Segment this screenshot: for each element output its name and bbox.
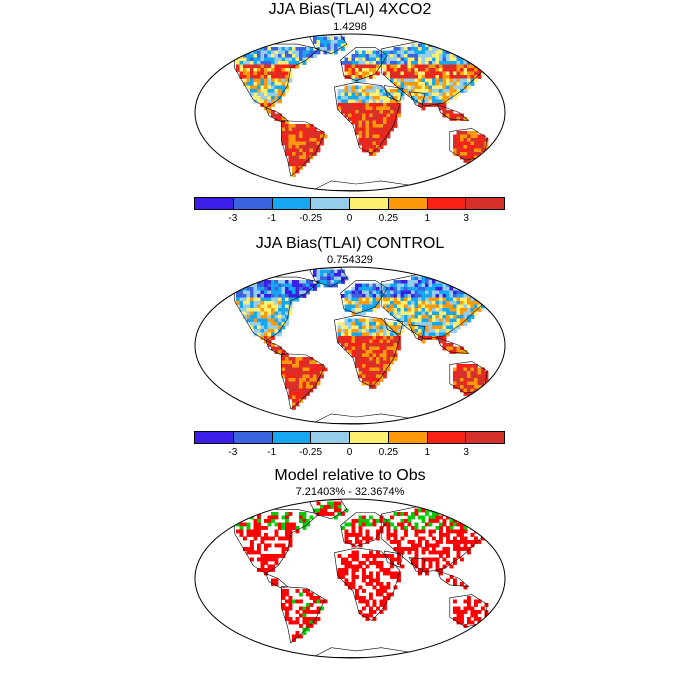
colorbar-box [427,198,467,209]
coastline-india [408,91,426,109]
colorbar-box [233,432,273,443]
map-cells [234,34,498,191]
colorbar-label: -3 [228,213,238,224]
coastline-central-america [265,340,289,356]
coastline-se-asia [436,336,470,354]
coastline-south-america [281,120,326,177]
coastline-antarctica [312,647,414,658]
colorbar-label: 3 [463,213,469,224]
colorbar-label: 0 [346,213,353,224]
coastline-india [408,324,426,342]
coastline-se-asia [436,569,470,587]
coastline-south-america [281,586,326,644]
coastline-greenland [308,34,348,55]
coastline-north-america [234,276,320,342]
coastline-north-america [234,509,320,575]
coastline-arabia [383,318,404,335]
colorbar-box [311,198,350,209]
colorbar-box [388,198,428,209]
colorbar-box [427,432,467,443]
panel1-subtitle: 1.4298 [333,21,367,33]
colorbar-label: 0 [346,447,353,458]
coastline-central-america [265,573,289,589]
map-relative [194,498,506,659]
colorbar-1 [194,197,505,210]
colorbar-box [350,198,389,209]
colorbar-label: -1 [267,447,277,458]
colorbar-label: 1 [424,447,431,458]
panel2-subtitle: 0.754329 [327,254,373,266]
panel3-title: Model relative to Obs [274,467,426,484]
colorbar-box [311,432,350,443]
coastline-antarctica [312,413,414,424]
coastline-india [408,557,426,575]
colorbar-box [466,198,504,209]
map-frame [194,33,506,192]
panel3-subtitle: 7.21403% - 32.3674% [295,486,405,498]
colorbar-label: 0.25 [378,213,399,224]
colorbar-label: 3 [463,447,469,458]
coastline-antarctica [312,180,414,191]
colorbar-box [272,198,312,209]
colorbar-label: -3 [228,447,238,458]
coastline-arabia [383,85,404,102]
panel1-title: JJA Bias(TLAI) 4XCO2 [268,1,432,18]
coastline-africa [334,81,401,155]
colorbar-1-labels: -3 -1 -0.25 0 0.25 1 3 [194,213,505,227]
colorbar-box [272,432,312,443]
panel2-title: JJA Bias(TLAI) CONTROL [255,235,445,252]
colorbar-box [233,198,273,209]
map-frame [194,266,506,425]
colorbar-box [195,432,234,443]
coastline-africa [334,547,401,621]
colorbar-label: -0.25 [299,447,323,458]
colorbar-box [350,432,389,443]
coastline-south-america [281,353,326,410]
colorbar-label: -1 [267,213,277,224]
colorbar-2-labels: -3 -1 -0.25 0 0.25 1 3 [194,447,505,461]
map-cells [234,267,498,424]
colorbar-box [388,432,428,443]
colorbar-2 [194,431,505,444]
colorbar-box [466,432,504,443]
coastline-north-america [234,43,320,109]
colorbar-label: -0.25 [299,213,323,224]
coastline-se-asia [436,103,470,121]
map-4xco2 [194,33,506,192]
coastline-africa [334,314,401,388]
colorbar-label: 0.25 [378,447,399,458]
coastline-greenland [308,267,348,288]
colorbar-box [195,198,234,209]
coastline-arabia [383,550,404,568]
coastline-greenland [308,499,348,520]
colorbar-label: 1 [424,213,431,224]
coastline-central-america [265,107,289,123]
map-control [194,266,506,425]
map-cells [234,499,498,658]
map-frame [194,498,506,659]
